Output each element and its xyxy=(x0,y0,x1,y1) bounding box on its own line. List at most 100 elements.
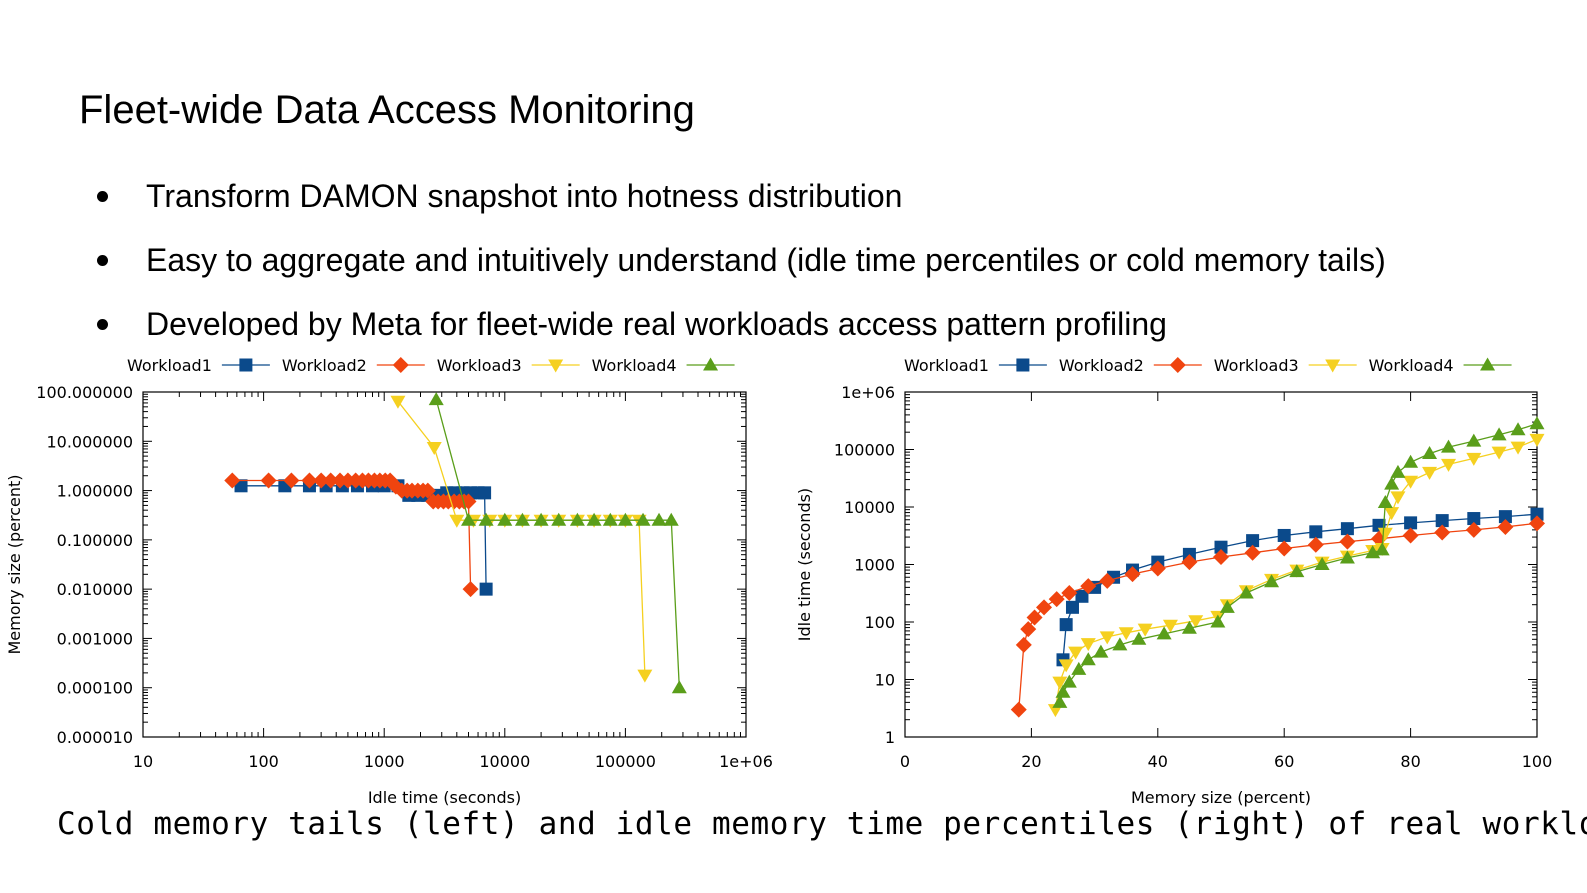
data-point-21 xyxy=(1497,518,1514,535)
data-point-3 xyxy=(1071,661,1087,675)
data-point-14 xyxy=(671,680,687,694)
legend-item-workload2: Workload2 xyxy=(1059,356,1202,375)
bullet-item: Developed by Meta for fleet-wide real wo… xyxy=(93,292,1386,356)
data-point-1 xyxy=(426,441,442,455)
x-tick-label: 10000 xyxy=(479,752,530,771)
y-axis-label: Memory size (percent) xyxy=(5,474,24,654)
data-point-legend xyxy=(1016,358,1030,372)
y-tick-label: 10000 xyxy=(844,498,895,517)
data-point-5 xyxy=(1099,631,1115,645)
data-point-21 xyxy=(1390,464,1406,478)
data-point-5 xyxy=(1093,644,1109,658)
data-point-13 xyxy=(1264,574,1280,588)
data-point-27 xyxy=(1510,441,1526,455)
data-point-23 xyxy=(1422,446,1438,460)
legend-label: Workload2 xyxy=(282,356,367,375)
data-point-8 xyxy=(1156,626,1172,640)
data-point-18 xyxy=(1402,527,1419,544)
y-tick-label: 0.001000 xyxy=(57,629,133,648)
data-point-2 xyxy=(1065,600,1079,614)
x-tick-label: 0 xyxy=(900,752,910,771)
data-point-2 xyxy=(1058,659,1074,673)
data-point-1 xyxy=(1055,684,1071,698)
data-point-0 xyxy=(224,472,241,489)
series-line xyxy=(1062,513,1538,660)
data-point-13 xyxy=(1340,522,1354,536)
data-point-21 xyxy=(1390,491,1406,505)
legend-label: Workload3 xyxy=(437,356,522,375)
data-point-26 xyxy=(1491,427,1507,441)
data-point-25 xyxy=(1466,452,1482,466)
data-point-1 xyxy=(1059,618,1073,632)
axis-ticks xyxy=(142,391,747,738)
data-point-9 xyxy=(602,512,618,526)
data-point-9 xyxy=(1188,615,1204,629)
bullet-dot xyxy=(97,319,108,330)
data-point-1 xyxy=(1052,676,1068,690)
legend-item-workload4: Workload4 xyxy=(592,356,735,375)
data-point-15 xyxy=(1307,536,1324,553)
data-point-21 xyxy=(419,482,436,499)
data-point-10 xyxy=(617,512,633,526)
legend-label: Workload1 xyxy=(127,356,212,375)
data-point-15 xyxy=(387,478,404,495)
legend-label: Workload4 xyxy=(592,356,677,375)
data-point-23 xyxy=(1422,466,1438,480)
x-tick-label: 100 xyxy=(248,752,279,771)
x-tick-label: 20 xyxy=(1021,752,1041,771)
data-point-2 xyxy=(1061,674,1077,688)
y-tick-label: 0.100000 xyxy=(57,531,133,550)
data-point-20 xyxy=(1384,476,1400,490)
data-point-7 xyxy=(569,512,585,526)
bullet-list: Transform DAMON snapshot into hotness di… xyxy=(93,164,1386,356)
data-point-6 xyxy=(1061,584,1078,601)
data-point-3 xyxy=(1075,589,1089,603)
series-workload4 xyxy=(428,392,687,694)
data-point-3 xyxy=(301,472,318,489)
legend-item-workload4: Workload4 xyxy=(1369,356,1512,375)
bullet-text: Transform DAMON snapshot into hotness di… xyxy=(146,178,903,214)
data-point-legend xyxy=(1169,357,1186,373)
y-tick-label: 1000 xyxy=(854,556,895,575)
data-point-6 xyxy=(1118,627,1134,641)
data-point-13 xyxy=(663,512,679,526)
data-point-legend xyxy=(548,359,564,373)
x-tick-label: 40 xyxy=(1148,752,1168,771)
data-point-9 xyxy=(1181,620,1197,634)
data-point-19 xyxy=(479,582,493,596)
series-workload3 xyxy=(390,395,653,683)
x-tick-label: 1e+06 xyxy=(719,752,773,771)
data-point-9 xyxy=(1124,566,1141,583)
data-point-22 xyxy=(1529,515,1545,532)
x-tick-label: 80 xyxy=(1400,752,1420,771)
data-point-18 xyxy=(1374,542,1390,556)
data-point-0 xyxy=(390,395,406,409)
data-point-5 xyxy=(1048,591,1065,608)
data-point-16 xyxy=(1339,550,1355,564)
legend-label: Workload3 xyxy=(1214,356,1299,375)
x-tick-label: 10 xyxy=(133,752,153,771)
data-point-10 xyxy=(1149,560,1166,577)
data-point-12 xyxy=(1309,525,1323,539)
data-point-3 xyxy=(1026,609,1043,626)
data-point-14 xyxy=(1289,564,1305,578)
data-point-19 xyxy=(1377,494,1393,508)
y-tick-label: 10 xyxy=(875,671,895,690)
data-point-19 xyxy=(1530,507,1544,521)
legend-item-workload3: Workload3 xyxy=(1214,356,1357,375)
bullet-item: Easy to aggregate and intuitively unders… xyxy=(93,228,1386,292)
data-point-7 xyxy=(1137,623,1153,637)
data-point-28 xyxy=(1529,416,1545,430)
data-point-17 xyxy=(1467,512,1481,526)
x-tick-label: 60 xyxy=(1274,752,1294,771)
data-point-24 xyxy=(1441,439,1457,453)
series-line xyxy=(1059,423,1538,703)
plot-area xyxy=(1010,416,1545,718)
data-point-18 xyxy=(1498,510,1512,524)
data-point-0 xyxy=(1052,694,1068,708)
data-point-13 xyxy=(1244,544,1261,561)
legend-item-workload2: Workload2 xyxy=(282,356,425,375)
legend-item-workload1: Workload1 xyxy=(127,356,270,375)
data-point-14 xyxy=(637,669,653,683)
x-tick-label: 100000 xyxy=(595,752,656,771)
